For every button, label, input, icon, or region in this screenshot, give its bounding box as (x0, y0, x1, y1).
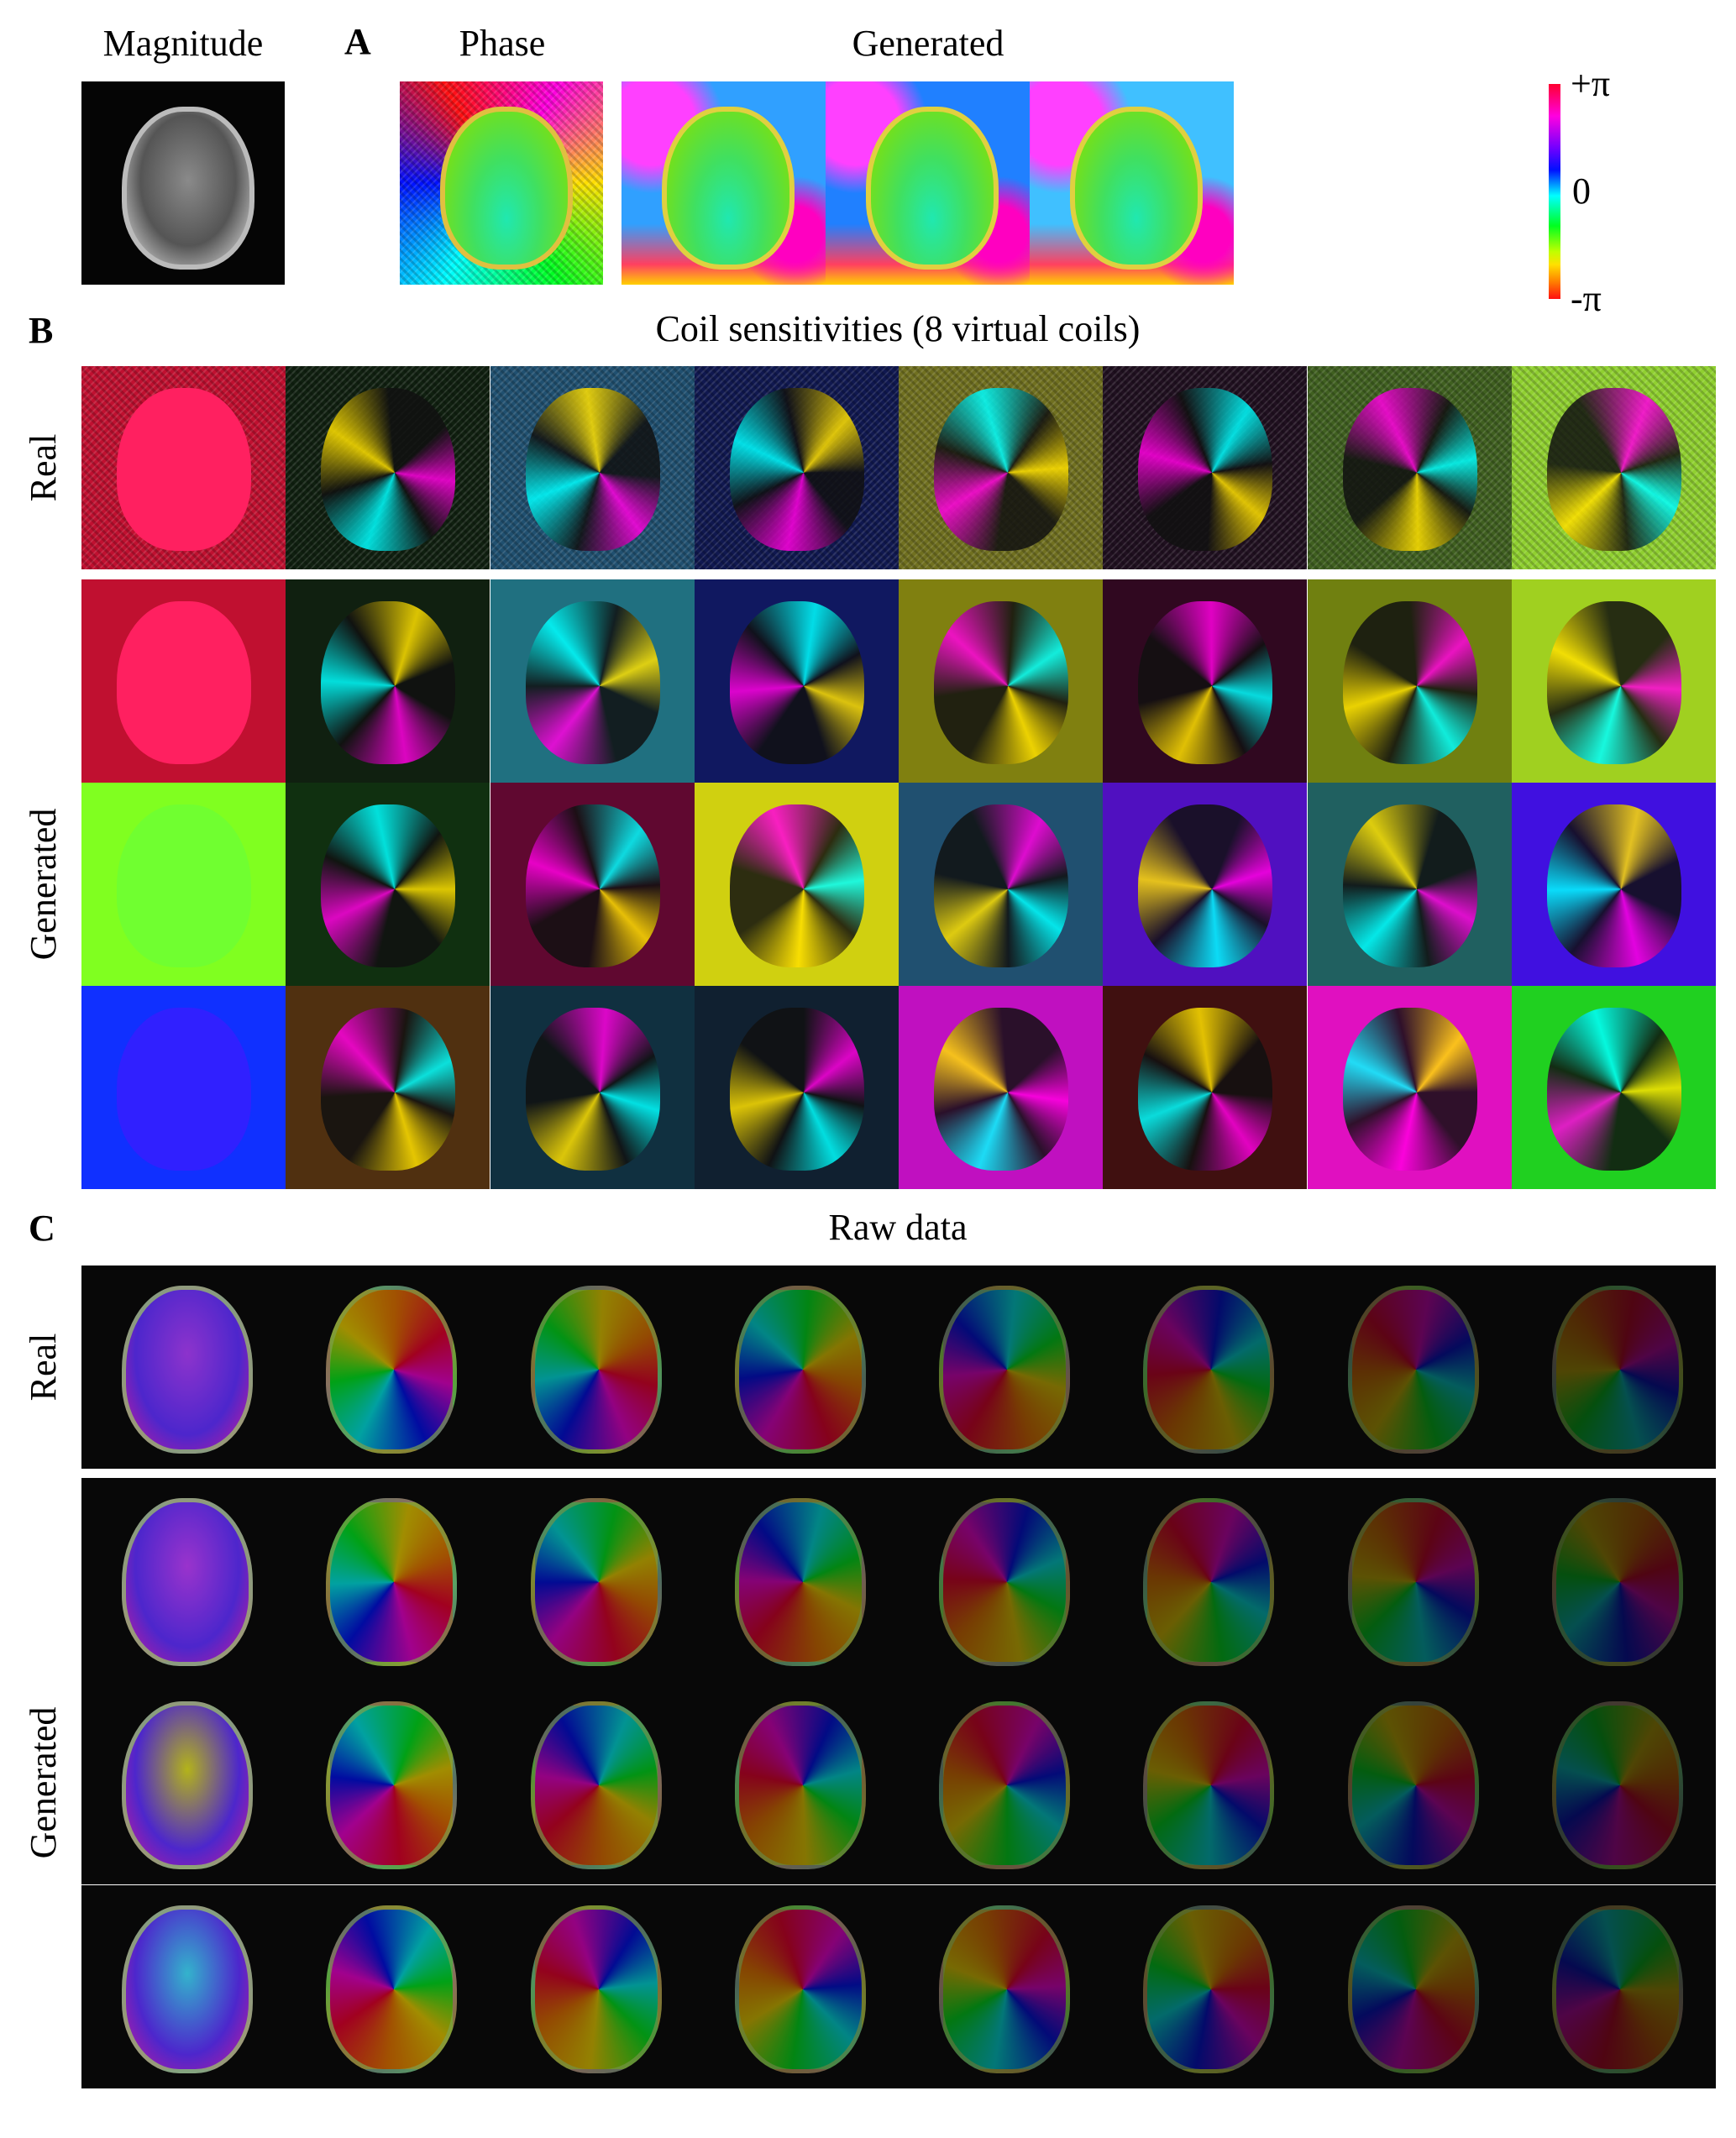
coil-sensitivity-cell (899, 783, 1103, 986)
raw-data-cell (899, 1681, 1103, 1884)
coil-sensitivity-cell (490, 579, 695, 783)
raw-data-cell (1308, 1681, 1512, 1884)
colorbar-top-label: +π (1571, 63, 1611, 104)
raw-data-cell (81, 1681, 286, 1884)
coil-sensitivity-cell (286, 986, 490, 1189)
coil-sensitivity-cell (694, 579, 899, 783)
coil-sensitivity-cell (1511, 579, 1716, 783)
raw-data-cell (490, 1266, 695, 1469)
raw-data-cell (1308, 1885, 1512, 2088)
raw-data-cell (899, 1266, 1103, 1469)
coil-generated-label: Generated (23, 808, 64, 961)
raw-data-cell (1512, 1681, 1716, 1884)
coil-sensitivity-cell (1307, 579, 1512, 783)
coil-sensitivity-cell (286, 366, 490, 569)
raw-data-cell (81, 1478, 286, 1681)
coil-sensitivity-cell (899, 579, 1103, 783)
raw-data-cell (1512, 1885, 1716, 2088)
coil-sensitivities-title: Coil sensitivities (8 virtual coils) (655, 308, 1141, 349)
raw-data-cell (899, 1478, 1103, 1681)
colorbar-middle-label: 0 (1572, 170, 1591, 212)
coil-sensitivity-cell (81, 366, 286, 569)
coil-sensitivity-cell (1103, 986, 1308, 1189)
raw-data-cell (286, 1266, 490, 1469)
generated-phase-image (621, 81, 826, 285)
raw-data-cell (1103, 1478, 1307, 1681)
raw-data-cell (81, 1885, 286, 2088)
coil-sensitivity-cell (1511, 986, 1716, 1189)
panel-b-letter: B (29, 310, 54, 351)
raw-data-cell (490, 1478, 695, 1681)
generated-phase-image (826, 81, 1030, 285)
raw-data-cell (695, 1681, 899, 1884)
raw-data-cell (1308, 1478, 1512, 1681)
raw-data-cell (695, 1266, 899, 1469)
coil-sensitivity-cell (81, 986, 286, 1189)
raw-data-cell (286, 1478, 490, 1681)
coil-sensitivity-cell (1307, 986, 1512, 1189)
raw-data-cell (1103, 1266, 1307, 1469)
raw-data-cell (1512, 1266, 1716, 1469)
raw-data-cell (286, 1681, 490, 1884)
coil-sensitivity-cell (899, 366, 1103, 569)
coil-real-label: Real (23, 433, 64, 502)
magnitude-label: Magnitude (102, 23, 264, 64)
coil-sensitivity-cell (1307, 366, 1512, 569)
coil-sensitivity-cell (1103, 579, 1308, 783)
panel-c-letter: C (29, 1208, 55, 1249)
coil-sensitivity-cell (490, 986, 695, 1189)
coil-sensitivity-cell (899, 986, 1103, 1189)
phase-colorbar (1549, 84, 1560, 299)
raw-data-cell (695, 1478, 899, 1681)
generated-phase-image (1030, 81, 1234, 285)
raw-real-label: Real (23, 1333, 64, 1402)
coil-sensitivity-cell (490, 783, 695, 986)
coil-sensitivity-cell (286, 783, 490, 986)
raw-data-cell (490, 1681, 695, 1884)
magnitude-image (81, 81, 285, 285)
coil-sensitivity-cell (490, 366, 695, 569)
raw-data-cell (899, 1885, 1103, 2088)
raw-data-cell (695, 1885, 899, 2088)
coil-sensitivity-cell (694, 986, 899, 1189)
raw-data-cell (1512, 1478, 1716, 1681)
coil-sensitivity-cell (1103, 783, 1308, 986)
phase-label: Phase (459, 23, 546, 64)
raw-data-cell (1103, 1885, 1307, 2088)
raw-data-cell (286, 1885, 490, 2088)
coil-sensitivity-cell (81, 579, 286, 783)
coil-sensitivity-cell (694, 783, 899, 986)
raw-generated-label: Generated (23, 1706, 64, 1859)
coil-sensitivity-cell (1307, 783, 1512, 986)
coil-sensitivity-cell (81, 783, 286, 986)
raw-data-cell (1308, 1266, 1512, 1469)
panel-a-letter: A (344, 21, 371, 62)
raw-data-cell (1103, 1681, 1307, 1884)
coil-sensitivity-cell (1511, 366, 1716, 569)
raw-data-title: Raw data (828, 1207, 968, 1248)
coil-sensitivity-cell (1511, 783, 1716, 986)
colorbar-bottom-label: -π (1571, 278, 1602, 319)
coil-sensitivity-cell (694, 366, 899, 569)
raw-data-cell (81, 1266, 286, 1469)
generated-phase-label: Generated (852, 23, 1004, 64)
coil-sensitivity-cell (286, 579, 490, 783)
phase-image (400, 81, 603, 285)
raw-data-cell (490, 1885, 695, 2088)
coil-sensitivity-cell (1103, 366, 1308, 569)
